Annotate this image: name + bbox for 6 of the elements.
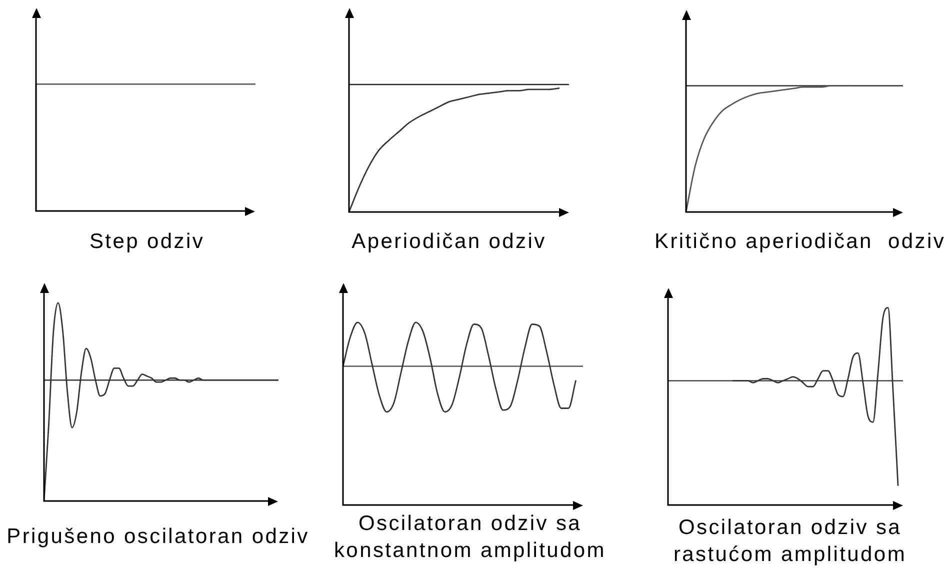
text: Step odziv	[88, 229, 206, 255]
text: Oscilatoran odziv sa konstantnom amplitudom	[332, 511, 608, 564]
text: Aperiodičan odziv	[350, 229, 548, 255]
text: Kritično aperiodičan odziv	[653, 229, 947, 255]
text: Prigušeno oscilatoran odziv	[6, 524, 310, 550]
text: Oscilatoran odziv sa rastućom amplitudom	[672, 515, 908, 568]
